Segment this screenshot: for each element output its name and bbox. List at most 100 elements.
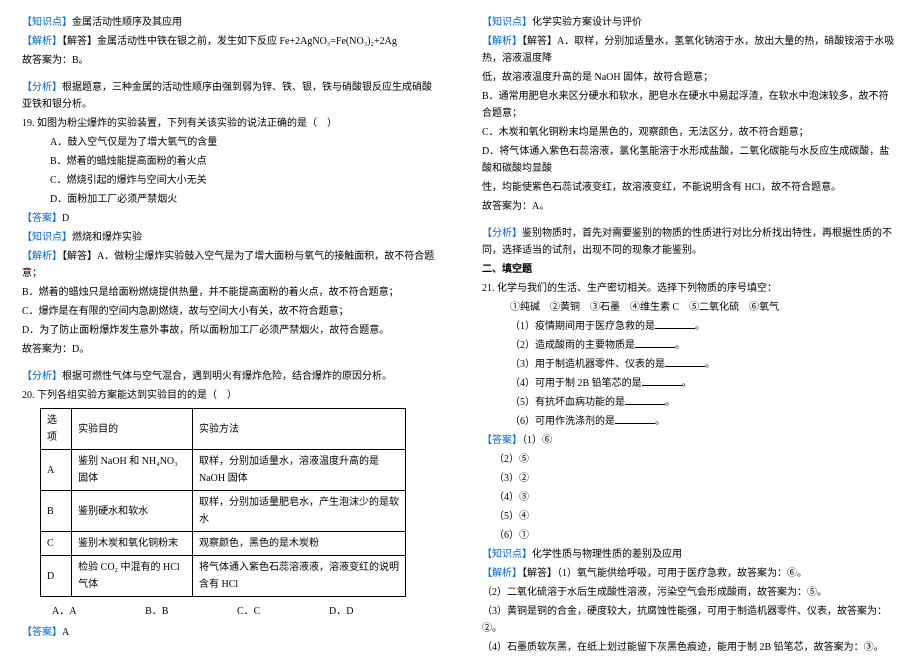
table-row: B 鉴别硬水和软水 取样，分别加适量肥皂水，产生泡沫少的是软水	[41, 491, 406, 532]
jx-text: 【解答】金属活动性中铁在银之前，发生如下反应 Fe+2AgNO₃=Fe(NO₃)…	[62, 36, 397, 47]
ans21-2: （2）⑤	[482, 451, 898, 468]
fx19-line: 【分析】根据可燃性气体与空气混合，遇到明火有爆炸危险，结合爆炸的原因分析。	[22, 368, 438, 385]
ans-tag: 【答案】	[482, 435, 522, 446]
ans21-6: （6）①	[482, 527, 898, 544]
right-column: 【知识点】化学实验方案设计与评价 【解析】【解答】A．取样，分别加适量水，氢氧化…	[460, 0, 920, 651]
kp-tag: 【知识点】	[482, 549, 532, 560]
table-row: A 鉴别 NaOH 和 NH₄NO₃ 固体 取样，分别加适量水，溶液温度升高的是…	[41, 450, 406, 491]
kp21-line: 【知识点】化学性质与物理性质的差别及应用	[482, 546, 898, 563]
jx20-a: 【解析】【解答】A．取样，分别加适量水，氢氧化钠溶于水，放出大量的热，硝酸铵溶于…	[482, 33, 898, 67]
kp20-line: 【知识点】化学实验方案设计与评价	[482, 14, 898, 31]
jx20-b: B．通常用肥皂水来区分硬水和软水，肥皂水在硬水中易起浮渣，在软水中泡沫较多，故不…	[482, 88, 898, 122]
jx19-c: C．爆炸是在有限的空间内急剧燃烧，故与空间大小有关，故不符合题意；	[22, 303, 438, 320]
ans-tag: 【答案】	[22, 213, 62, 224]
q21-num: 21.	[482, 283, 495, 294]
q21-6: （6）可用作洗涤剂的是 。	[482, 413, 898, 430]
table-row: C 鉴别木炭和氧化铜粉末 观察颜色，黑色的是木炭粉	[41, 532, 406, 556]
kp-line: 【知识点】金属活动性顺序及其应用	[22, 14, 438, 31]
q20-options: A．A B．B C．C D．D	[22, 601, 371, 622]
q19-stem: 如图为粉尘爆炸的实验装置，下列有关该实验的说法正确的是（ ）	[37, 118, 337, 129]
opt-c: C．C	[237, 603, 260, 620]
q19: 19. 如图为粉尘爆炸的实验装置，下列有关该实验的说法正确的是（ ）	[22, 115, 438, 132]
kp19-line: 【知识点】燃烧和爆炸实验	[22, 229, 438, 246]
jx19-ans: 故答案为：D。	[22, 341, 438, 358]
kp20-text: 化学实验方案设计与评价	[532, 17, 642, 28]
cell: C	[41, 532, 72, 556]
ans21-3: （3）②	[482, 470, 898, 487]
period: 。	[695, 321, 705, 332]
th1: 选项	[41, 409, 72, 450]
kp19-text: 燃烧和爆炸实验	[72, 232, 142, 243]
jx-tag: 【解析】	[22, 251, 62, 262]
blank[interactable]	[642, 376, 682, 386]
cell: 将气体通入紫色石蕊溶液液，溶液变红的说明含有 HCl	[193, 556, 406, 597]
kp-tag: 【知识点】	[482, 17, 532, 28]
jx20-a-text: 【解答】A．取样，分别加适量水，氢氧化钠溶于水，放出大量的热，硝酸铵溶于水吸热，…	[482, 36, 894, 64]
fx-tag: 【分析】	[22, 371, 62, 382]
ans-text: 故答案为：B。	[22, 52, 438, 69]
fx-tag: 【分析】	[22, 82, 62, 93]
q21-items: ①纯碱 ②黄铜 ③石墨 ④维生素 C ⑤二氧化硫 ⑥氧气	[482, 299, 898, 316]
jx20-d: D．将气体通入紫色石蕊溶液，氯化氢能溶于水形成盐酸，二氧化碳能与水反应生成碳酸，…	[482, 143, 898, 177]
section-2-title: 二、填空题	[482, 261, 898, 278]
period: 。	[665, 397, 675, 408]
ans19: D	[62, 213, 69, 224]
q19-opt-b: B．燃着的蜡烛能提高面粉的着火点	[22, 153, 438, 170]
q19-num: 19.	[22, 118, 35, 129]
fx-tag: 【分析】	[482, 228, 522, 239]
q19-opt-d: D．面粉加工厂必须严禁烟火	[22, 191, 438, 208]
opt-d: D．D	[329, 603, 353, 620]
jx20-d2: 性，均能使紫色石蕊试液变红，故溶液变红，不能说明含有 HCl，故不符合题意。	[482, 179, 898, 196]
kp21-text: 化学性质与物理性质的差别及应用	[532, 549, 682, 560]
blank[interactable]	[615, 414, 655, 424]
jx21-4: （4）石墨质软灰黑，在纸上划过能留下灰黑色痕迹，能用于制 2B 铅笔芯，故答案为…	[482, 639, 898, 656]
spacer	[22, 360, 438, 366]
ans20-line: 【答案】A	[22, 624, 438, 641]
fx-line: 【分析】根据题意，三种金属的活动性顺序由强到弱为锌、铁、银，铁与硝酸银反应生成硝…	[22, 79, 438, 113]
fx19-text: 根据可燃性气体与空气混合，遇到明火有爆炸危险，结合爆炸的原因分析。	[62, 371, 392, 382]
blank[interactable]	[635, 338, 675, 348]
cell: 观察颜色，黑色的是木炭粉	[193, 532, 406, 556]
cell: 取样，分别加适量肥皂水，产生泡沫少的是软水	[193, 491, 406, 532]
th2: 实验目的	[72, 409, 193, 450]
q21-4-text: （4）可用于制 2B 铅笔芯的是	[510, 378, 642, 389]
table-row: D 检验 CO₂ 中混有的 HCl 气体 将气体通入紫色石蕊溶液液，溶液变红的说…	[41, 556, 406, 597]
fx20-line: 【分析】鉴别物质时，首先对需要鉴别的物质的性质进行对比分析找出特性，再根据性质的…	[482, 225, 898, 259]
period: 。	[655, 416, 665, 427]
q21-5-text: （5）有抗坏血病功能的是	[510, 397, 625, 408]
jx-tag: 【解析】	[22, 36, 62, 47]
jx21-3: （3）黄铜是铜的合金，硬度较大，抗腐蚀性能强，可用于制造机器零件、仪表，故答案为…	[482, 603, 898, 637]
spacer	[482, 217, 898, 223]
table-row: 选项 实验目的 实验方法	[41, 409, 406, 450]
blank[interactable]	[625, 395, 665, 405]
ans21-5: （5）④	[482, 508, 898, 525]
blank[interactable]	[665, 357, 705, 367]
q20-num: 20.	[22, 390, 35, 401]
jx20-a2: 低，故溶液温度升高的是 NaOH 固体，故符合题意；	[482, 69, 898, 86]
cell: 鉴别 NaOH 和 NH₄NO₃ 固体	[72, 450, 193, 491]
cell: 鉴别木炭和氧化铜粉末	[72, 532, 193, 556]
q20: 20. 下列各组实验方案能达到实验目的的是（ ）	[22, 387, 438, 404]
ans21-1: （1）⑥	[522, 435, 552, 446]
period: 。	[682, 378, 692, 389]
q19-opt-a: A．鼓入空气仅是为了增大氧气的含量	[22, 134, 438, 151]
fx20-text: 鉴别物质时，首先对需要鉴别的物质的性质进行对比分析找出特性，再根据性质的不同，选…	[482, 228, 892, 256]
left-column: 【知识点】金属活动性顺序及其应用 【解析】【解答】金属活动性中铁在银之前，发生如…	[0, 0, 460, 651]
q21-1-text: （1）疫情期间用于医疗急救的是	[510, 321, 655, 332]
cell: 鉴别硬水和软水	[72, 491, 193, 532]
ans21-line: 【答案】（1）⑥	[482, 432, 898, 449]
q21-stem: 化学与我们的生活、生产密切相关。选择下列物质的序号填空：	[497, 283, 777, 294]
jx-tag: 【解析】	[482, 36, 522, 47]
jx-line: 【解析】【解答】金属活动性中铁在银之前，发生如下反应 Fe+2AgNO₃=Fe(…	[22, 33, 438, 50]
cell: D	[41, 556, 72, 597]
period: 。	[705, 359, 715, 370]
q21-2: （2）造成酸雨的主要物质是。	[482, 337, 898, 354]
jx21-2: （2）二氧化硫溶于水后生成酸性溶液，污染空气会形成酸雨，故答案为：⑤。	[482, 584, 898, 601]
jx19-a: 【解析】【解答】A．做粉尘爆炸实验鼓入空气是为了增大面粉与氧气的接触面积，故不符…	[22, 248, 438, 282]
cell: B	[41, 491, 72, 532]
opt-a: A．A	[52, 603, 76, 620]
jx19-d: D．为了防止面粉爆炸发生意外事故，所以面粉加工厂必须严禁烟火，故符合题意。	[22, 322, 438, 339]
blank[interactable]	[655, 319, 695, 329]
q21-6-text: （6）可用作洗涤剂的是	[510, 416, 615, 427]
jx19-a-text: 【解答】A．做粉尘爆炸实验鼓入空气是为了增大面粉与氧气的接触面积，故不符合题意；	[22, 251, 434, 279]
